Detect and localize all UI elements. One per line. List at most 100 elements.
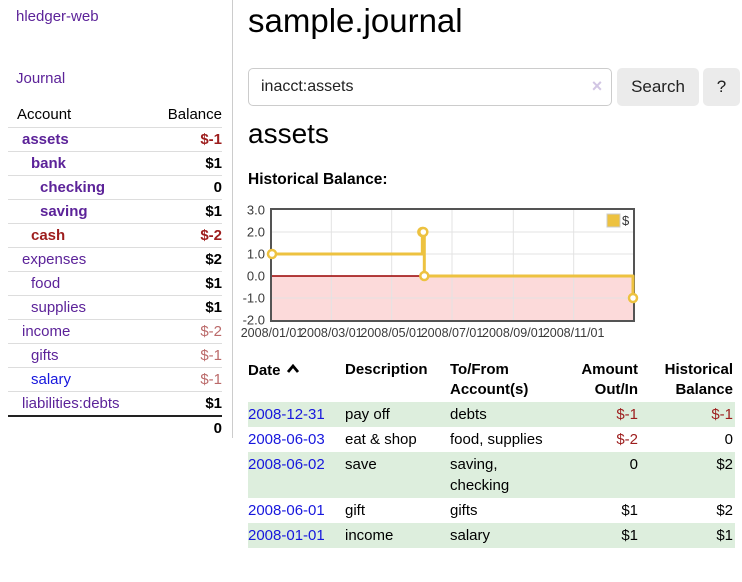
svg-text:2008/03/01: 2008/03/01 bbox=[300, 326, 363, 340]
transaction-description: gift bbox=[345, 502, 366, 519]
search-button[interactable]: Search bbox=[617, 68, 699, 106]
balance-value: $2 bbox=[152, 247, 222, 272]
svg-text:2008/05/01: 2008/05/01 bbox=[360, 326, 423, 340]
page-title: sample.journal bbox=[248, 2, 463, 39]
svg-text:$: $ bbox=[622, 213, 630, 228]
account-heading: assets bbox=[248, 118, 329, 149]
sidebar-item-expenses[interactable]: expenses bbox=[22, 251, 87, 268]
account-table-header: Account Balance bbox=[8, 102, 222, 128]
table-row: supplies $1 bbox=[8, 295, 222, 320]
transaction-balance: $-1 bbox=[711, 406, 733, 423]
transaction-accounts: saving, checking bbox=[450, 456, 510, 494]
brand-link[interactable]: hledger-web bbox=[16, 8, 99, 25]
balance-value: $-2 bbox=[152, 319, 222, 344]
transaction-amount: $-2 bbox=[616, 431, 638, 448]
sidebar-item-gifts[interactable]: gifts bbox=[31, 347, 59, 364]
sidebar-item-cash[interactable]: cash bbox=[31, 227, 66, 244]
search-input[interactable] bbox=[248, 68, 612, 106]
table-row: checking 0 bbox=[8, 175, 222, 200]
table-row: food $1 bbox=[8, 271, 222, 296]
transaction-accounts: gifts bbox=[450, 502, 478, 519]
transaction-balance: $1 bbox=[716, 527, 733, 544]
description-column-header: Description bbox=[345, 361, 428, 378]
transaction-balance: 0 bbox=[724, 431, 733, 448]
table-row: 2008-12-31 pay off debts $-1 $-1 bbox=[248, 402, 735, 427]
transaction-date-link[interactable]: 2008-12-31 bbox=[248, 406, 325, 423]
total-balance: 0 bbox=[152, 415, 222, 440]
table-row: bank $1 bbox=[8, 151, 222, 176]
table-row-total: 0 bbox=[8, 415, 222, 440]
transaction-amount: $1 bbox=[621, 527, 638, 544]
transaction-description: save bbox=[345, 456, 377, 473]
register-table: Date Description To/From Account(s) Amou… bbox=[248, 358, 735, 548]
clear-search-icon[interactable]: × bbox=[591, 76, 603, 96]
balance-value: $1 bbox=[152, 199, 222, 224]
sort-ascending-icon bbox=[286, 360, 300, 380]
transaction-date-link[interactable]: 2008-01-01 bbox=[248, 527, 325, 544]
account-balance-table: Account Balance assets $-1 bank $1 check… bbox=[8, 102, 222, 440]
sidebar-item-liabilities-debts[interactable]: liabilities:debts bbox=[22, 395, 120, 412]
accounts-column-header: To/From Account(s) bbox=[450, 361, 529, 398]
svg-text:2008/01/01: 2008/01/01 bbox=[241, 326, 304, 340]
svg-text:1.0: 1.0 bbox=[247, 247, 265, 262]
table-row: salary $-1 bbox=[8, 367, 222, 392]
table-row: cash $-2 bbox=[8, 223, 222, 248]
svg-text:-2.0: -2.0 bbox=[243, 313, 265, 328]
date-column-header[interactable]: Date bbox=[248, 358, 345, 402]
balance-column-header: Historical Balance bbox=[664, 361, 733, 398]
balance-value: $-1 bbox=[152, 343, 222, 368]
svg-text:2008/11/01: 2008/11/01 bbox=[543, 326, 605, 340]
sidebar-item-salary[interactable]: salary bbox=[31, 371, 72, 388]
sidebar: hledger-web Journal Account Balance asse… bbox=[0, 0, 233, 440]
transaction-description: eat & shop bbox=[345, 431, 417, 448]
transaction-amount: $-1 bbox=[616, 406, 638, 423]
table-row: assets $-1 bbox=[8, 127, 222, 152]
sidebar-item-supplies[interactable]: supplies bbox=[31, 299, 87, 316]
table-row: saving $1 bbox=[8, 199, 222, 224]
sidebar-item-bank[interactable]: bank bbox=[31, 155, 67, 172]
transaction-amount: 0 bbox=[629, 456, 638, 473]
table-row: 2008-01-01 income salary $1 $1 bbox=[248, 523, 735, 548]
chart-canvas: $3.0 2.0 1.0 0.0 -1.0 -2.02008/01/012008/03/0… bbox=[241, 203, 639, 340]
table-row: 2008-06-01 gift gifts $1 $2 bbox=[248, 498, 735, 523]
transaction-date-link[interactable]: 2008-06-03 bbox=[248, 431, 325, 448]
sidebar-item-checking[interactable]: checking bbox=[40, 179, 106, 196]
sidebar-item-assets[interactable]: assets bbox=[22, 131, 69, 148]
sidebar-item-income[interactable]: income bbox=[22, 323, 71, 340]
balance-value: $1 bbox=[152, 391, 222, 416]
balance-value: 0 bbox=[152, 175, 222, 200]
svg-text:2008/07/01: 2008/07/01 bbox=[421, 326, 484, 340]
svg-text:3.0: 3.0 bbox=[247, 203, 265, 218]
amount-column-header: Amount Out/In bbox=[581, 361, 638, 398]
balance-value: $-1 bbox=[152, 367, 222, 392]
table-row: 2008-06-02 save saving, checking 0 $2 bbox=[248, 452, 735, 498]
transaction-balance: $2 bbox=[716, 502, 733, 519]
svg-text:2008/09/01: 2008/09/01 bbox=[482, 326, 545, 340]
transaction-balance: $2 bbox=[716, 456, 733, 473]
table-row: income $-2 bbox=[8, 319, 222, 344]
balance-value: $1 bbox=[152, 151, 222, 176]
help-button[interactable]: ? bbox=[703, 68, 740, 106]
svg-text:-1.0: -1.0 bbox=[243, 291, 265, 306]
register-header-row: Date Description To/From Account(s) Amou… bbox=[248, 358, 735, 402]
svg-text:0.0: 0.0 bbox=[247, 269, 265, 284]
transaction-date-link[interactable]: 2008-06-01 bbox=[248, 502, 325, 519]
chart-label: Historical Balance: bbox=[248, 171, 388, 188]
balance-column-header: Balance bbox=[167, 106, 222, 123]
historical-balance-chart: $3.0 2.0 1.0 0.0 -1.0 -2.0 2008/01/01 2008/03/0… bbox=[235, 200, 640, 350]
transaction-accounts: debts bbox=[450, 406, 487, 423]
account-column-header: Account bbox=[17, 106, 72, 123]
transaction-accounts: salary bbox=[450, 527, 491, 544]
transaction-amount: $1 bbox=[621, 502, 638, 519]
sidebar-item-journal[interactable]: Journal bbox=[16, 70, 66, 87]
transaction-description: income bbox=[345, 527, 394, 544]
transaction-date-link[interactable]: 2008-06-02 bbox=[248, 456, 325, 473]
table-row: expenses $2 bbox=[8, 247, 222, 272]
balance-value: $-1 bbox=[152, 127, 222, 152]
sidebar-item-food[interactable]: food bbox=[31, 275, 61, 292]
table-row: 2008-06-03 eat & shop food, supplies $-2… bbox=[248, 427, 735, 452]
balance-value: $-2 bbox=[152, 223, 222, 248]
balance-value: $1 bbox=[152, 271, 222, 296]
sidebar-item-saving[interactable]: saving bbox=[40, 203, 88, 220]
table-row: gifts $-1 bbox=[8, 343, 222, 368]
